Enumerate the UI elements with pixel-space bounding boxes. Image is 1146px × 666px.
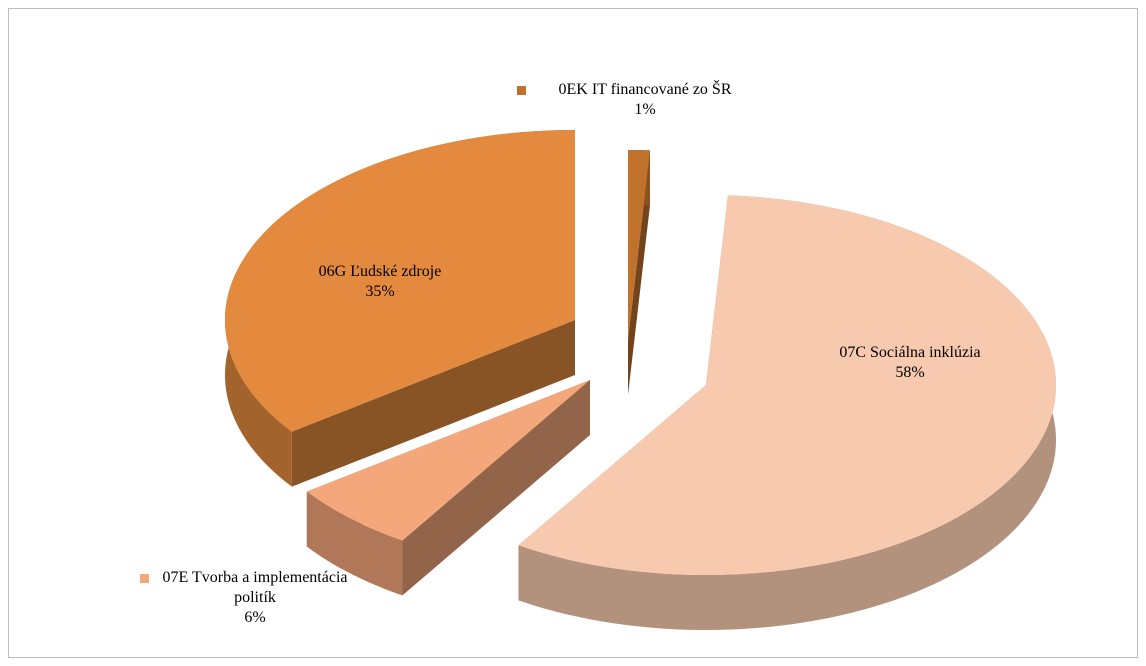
- category-label: 06G Ľudské zdroje: [318, 263, 442, 280]
- value-label: 35%: [365, 283, 395, 300]
- data-label: 0EK IT financované zo ŠR 1%: [530, 80, 760, 120]
- slice-wall: [291, 320, 575, 487]
- legend-key: [272, 268, 281, 277]
- data-label: 07E Tvorba a implementácia politík 6%: [150, 568, 360, 628]
- slice: [225, 130, 575, 432]
- slice: [306, 380, 590, 541]
- slice: [518, 195, 1056, 575]
- slice-rim: [518, 195, 1056, 630]
- data-label: 07C Sociálna inklúzia 58%: [780, 343, 1040, 383]
- category-label: 0EK IT financované zo ŠR: [558, 81, 732, 98]
- category-label: 07C Sociálna inklúzia: [839, 344, 981, 361]
- slice-rim: [306, 491, 403, 596]
- legend-key: [820, 349, 829, 358]
- value-label: 6%: [244, 609, 266, 626]
- legend-key: [140, 574, 149, 583]
- value-label: 58%: [895, 364, 925, 381]
- category-label: 07E Tvorba a implementácia politík: [162, 569, 348, 606]
- slice-wall: [628, 150, 650, 395]
- data-label: 06G Ľudské zdroje 35%: [270, 262, 490, 302]
- slice: [628, 150, 650, 340]
- value-label: 1%: [634, 101, 656, 118]
- legend-key: [517, 86, 526, 95]
